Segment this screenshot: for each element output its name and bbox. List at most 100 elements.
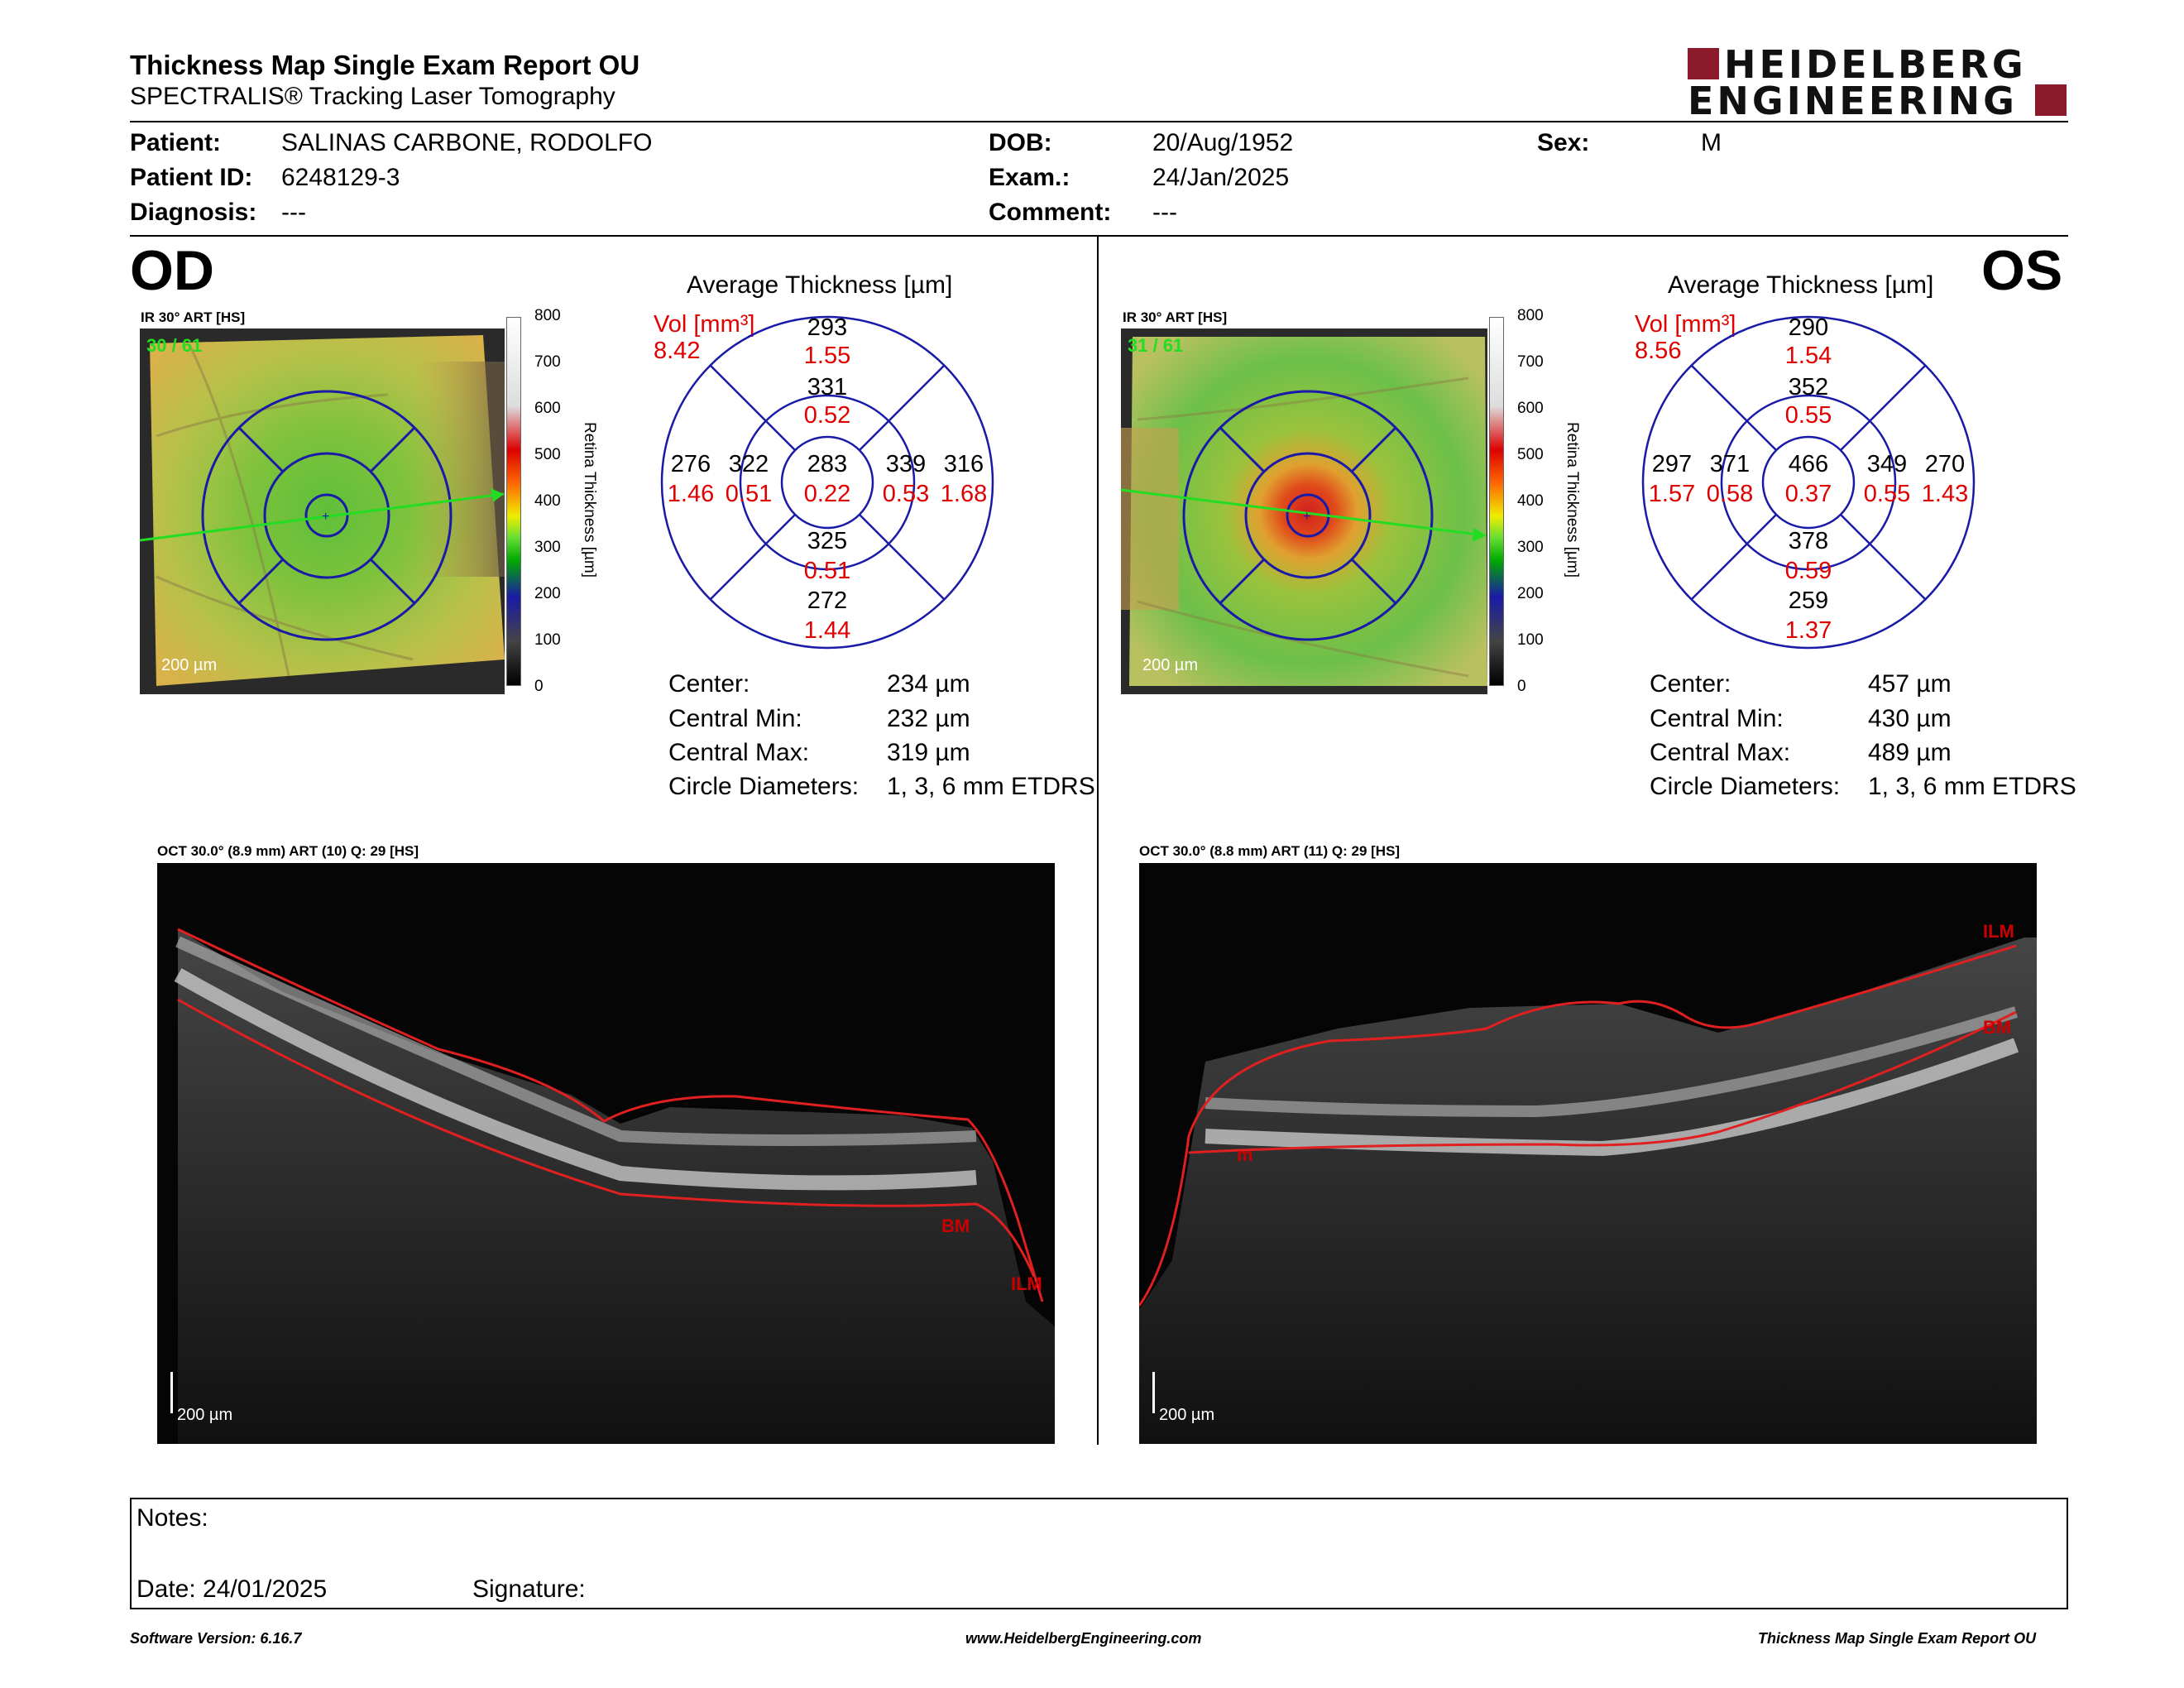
od-right-outer-thk: 316	[943, 451, 984, 477]
os-cmin-value: 430 µm	[1868, 705, 1952, 732]
os-circ-label: Circle Diameters:	[1650, 773, 1841, 800]
patient-id-label: Patient ID:	[130, 164, 253, 191]
od-map-scale: 200 µm	[161, 656, 218, 674]
od-avg-title: Average Thickness [µm]	[687, 271, 953, 299]
exam-label: Exam.:	[989, 164, 1070, 191]
os-tick-600: 600	[1517, 400, 1544, 417]
od-tick-300: 300	[534, 539, 561, 556]
od-colorbar-title: Retina Thickness [µm]	[581, 422, 598, 578]
od-vol-total: 8.42	[654, 338, 701, 364]
od-tick-600: 600	[534, 400, 561, 417]
footer-website[interactable]: www.HeidelbergEngineering.com	[965, 1630, 1202, 1647]
od-center-vol: 0.22	[803, 481, 851, 507]
os-left-outer-thk: 297	[1651, 451, 1693, 477]
od-bm-label: BM	[941, 1216, 970, 1236]
od-tick-700: 700	[534, 353, 561, 371]
os-colorbar-title: Retina Thickness [µm]	[1564, 422, 1581, 578]
od-oct-bscan-image[interactable]: BM ILM 200 µm	[157, 863, 1055, 1444]
os-cmax-value: 489 µm	[1868, 739, 1952, 766]
od-ilm-label: ILM	[1011, 1273, 1042, 1294]
os-bm-label: BM	[1983, 1017, 2012, 1038]
od-tick-400: 400	[534, 492, 561, 510]
os-ilm-label: ILM	[1983, 921, 2014, 942]
notes-label: Notes:	[136, 1504, 208, 1532]
od-colorbar-gradient	[506, 317, 521, 686]
od-tick-0: 0	[534, 678, 544, 695]
os-tick-500: 500	[1517, 446, 1544, 463]
od-sup-inner-thk: 331	[807, 374, 848, 400]
os-center-label: Center:	[1650, 670, 1731, 698]
os-avg-title: Average Thickness [µm]	[1668, 271, 1934, 299]
os-tick-300: 300	[1517, 539, 1544, 556]
dob-label: DOB:	[989, 129, 1052, 156]
os-tick-100: 100	[1517, 631, 1544, 649]
os-center-vol: 0.37	[1784, 481, 1832, 507]
svg-text:+: +	[1303, 510, 1310, 524]
od-inf-outer-thk: 272	[807, 587, 848, 614]
os-center-value: 457 µm	[1868, 670, 1952, 698]
os-sup-inner-vol: 0.55	[1784, 402, 1832, 429]
os-left-inner-vol: 0.58	[1706, 481, 1754, 507]
os-m-label: m	[1237, 1144, 1253, 1165]
od-vol-label: Vol [mm³]	[654, 311, 755, 338]
os-oct-scalebar	[1152, 1372, 1155, 1413]
os-cmin-label: Central Min:	[1650, 705, 1784, 732]
od-inf-inner-thk: 325	[807, 528, 848, 554]
date-label: Date: 24/01/2025	[136, 1575, 328, 1603]
os-sup-outer-vol: 1.54	[1784, 343, 1832, 369]
patient-label: Patient:	[130, 129, 222, 156]
od-thickness-map-image[interactable]: + 30 / 61 200 µm	[139, 328, 505, 694]
os-frame-counter: 31 / 61	[1128, 335, 1184, 356]
os-cmax-label: Central Max:	[1650, 739, 1791, 766]
os-center-thk: 466	[1788, 451, 1829, 477]
comment-value: ---	[1152, 199, 1177, 226]
od-circ-value: 1, 3, 6 mm ETDRS	[887, 773, 1095, 800]
od-sup-outer-vol: 1.55	[803, 343, 851, 369]
svg-text:+: +	[322, 510, 329, 524]
header-divider	[130, 121, 2068, 122]
od-right-inner-thk: 339	[885, 451, 927, 477]
od-tick-200: 200	[534, 585, 561, 602]
od-cmin-value: 232 µm	[887, 705, 970, 732]
notes-box[interactable]: Notes: Date: 24/01/2025 Signature:	[130, 1498, 2068, 1609]
od-center-value: 234 µm	[887, 670, 970, 698]
od-oct-scale: 200 µm	[177, 1406, 233, 1424]
os-sup-inner-thk: 352	[1788, 374, 1829, 400]
logo-line2: ENGINEERING	[1688, 79, 2018, 123]
od-cmax-label: Central Max:	[668, 739, 810, 766]
od-left-inner-thk: 322	[728, 451, 769, 477]
os-tick-700: 700	[1517, 353, 1544, 371]
od-sup-inner-vol: 0.52	[803, 402, 851, 429]
od-tick-500: 500	[534, 446, 561, 463]
patient-name: SALINAS CARBONE, RODOLFO	[281, 129, 653, 156]
od-colorbar: 800 700 600 500 400 300 200 100 0 Retina…	[506, 307, 598, 695]
od-left-outer-vol: 1.46	[667, 481, 715, 507]
od-right-outer-vol: 1.68	[940, 481, 988, 507]
logo-line1: HEIDELBERG	[1724, 42, 2027, 87]
os-etdrs-grid	[1641, 315, 1976, 650]
od-inf-outer-vol: 1.44	[803, 617, 851, 644]
os-oct-bscan-image[interactable]: ILM BM m 200 µm	[1139, 863, 2037, 1444]
os-colorbar: 800 700 600 500 400 300 200 100 0 Retina…	[1489, 307, 1581, 695]
dob-value: 20/Aug/1952	[1152, 129, 1294, 156]
exam-value: 24/Jan/2025	[1152, 164, 1290, 191]
os-map-scale: 200 µm	[1142, 656, 1199, 674]
od-left-outer-thk: 276	[670, 451, 711, 477]
os-vol-total: 8.56	[1635, 338, 1682, 364]
od-inf-inner-vol: 0.51	[803, 558, 851, 584]
od-oct-caption: OCT 30.0° (8.9 mm) ART (10) Q: 29 [HS]	[157, 843, 419, 859]
os-tick-200: 200	[1517, 585, 1544, 602]
os-oct-caption: OCT 30.0° (8.8 mm) ART (11) Q: 29 [HS]	[1139, 843, 1401, 859]
os-colorbar-gradient	[1489, 317, 1504, 686]
os-label: OS	[1981, 239, 2063, 302]
os-right-inner-thk: 349	[1866, 451, 1908, 477]
os-right-inner-vol: 0.55	[1863, 481, 1911, 507]
sex-value: M	[1701, 129, 1722, 156]
od-left-inner-vol: 0.51	[725, 481, 773, 507]
heidelberg-logo: HEIDELBERG ENGINEERING	[1688, 46, 2068, 121]
report-subtitle: SPECTRALIS® Tracking Laser Tomography	[130, 83, 615, 110]
os-right-outer-vol: 1.43	[1921, 481, 1969, 507]
os-thickness-map-image[interactable]: + 31 / 61 200 µm	[1120, 328, 1487, 694]
os-inf-inner-thk: 378	[1788, 528, 1829, 554]
patient-id-value: 6248129-3	[281, 164, 400, 191]
